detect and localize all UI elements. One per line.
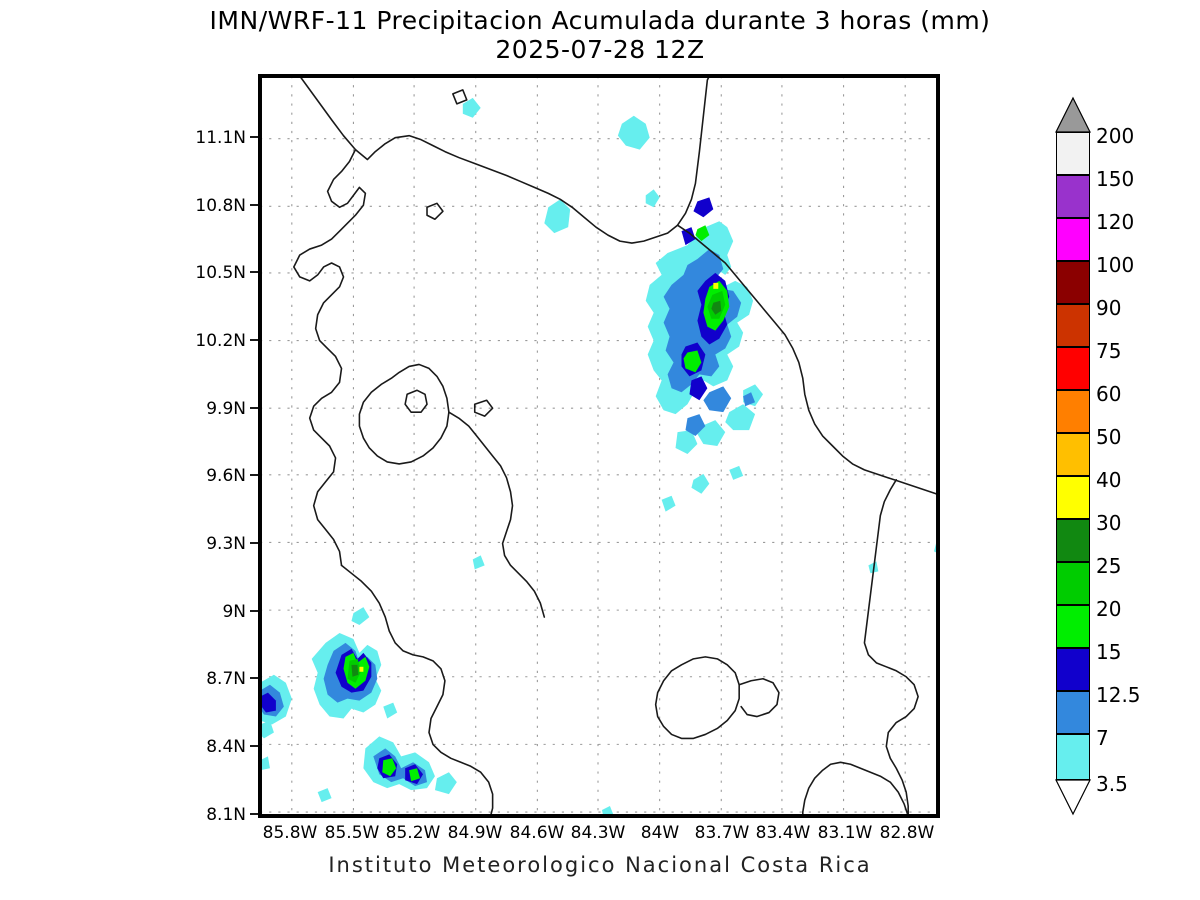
colorbar-tick-label: 15 bbox=[1096, 640, 1122, 664]
y-tick-label: 8.7N bbox=[206, 669, 246, 689]
colorbar-swatch-12.5-7[interactable] bbox=[1056, 691, 1090, 734]
y-tick-label: 10.5N bbox=[195, 263, 246, 283]
colorbar-tick-label: 150 bbox=[1096, 167, 1135, 191]
page-title: IMN/WRF-11 Precipitacion Acumulada duran… bbox=[209, 6, 991, 35]
x-tick-label: 85.8W bbox=[262, 823, 318, 843]
gridlines bbox=[260, 76, 938, 816]
colorbar-tick-label: 50 bbox=[1096, 425, 1122, 449]
colorbar-swatch-100-90[interactable] bbox=[1056, 261, 1090, 304]
colorbar-swatch-60-50[interactable] bbox=[1056, 390, 1090, 433]
y-tick-label: 11.1N bbox=[195, 128, 246, 148]
x-tick-label: 84W bbox=[640, 823, 680, 843]
colorbar-swatch-120-100[interactable] bbox=[1056, 218, 1090, 261]
coastline-borders bbox=[293, 76, 938, 816]
colorbar-swatch-75-60[interactable] bbox=[1056, 347, 1090, 390]
x-tick-label: 83.4W bbox=[755, 823, 811, 843]
colorbar-top-arrow bbox=[1055, 96, 1091, 133]
colorbar-tick-label: 90 bbox=[1096, 296, 1122, 320]
colorbar-swatch-7-3.5[interactable] bbox=[1056, 734, 1090, 780]
colorbar-tick-label: 75 bbox=[1096, 339, 1122, 363]
chart-subtitle: 2025-07-28 12Z bbox=[495, 35, 705, 64]
colorbar-swatch-90-75[interactable] bbox=[1056, 304, 1090, 347]
y-tick-label: 9.6N bbox=[206, 466, 246, 486]
colorbar-tick-label: 20 bbox=[1096, 597, 1122, 621]
colorbar-swatch-200-150[interactable] bbox=[1056, 132, 1090, 175]
y-tick-label: 10.8N bbox=[195, 196, 246, 216]
precip-field-northeast bbox=[462, 97, 764, 512]
footer-credit: Instituto Meteorologico Nacional Costa R… bbox=[328, 853, 872, 877]
colorbar-tick-label: 60 bbox=[1096, 382, 1122, 406]
colorbar-swatch-30-25[interactable] bbox=[1056, 519, 1090, 562]
colorbar-tick-label: 200 bbox=[1096, 124, 1135, 148]
y-tick-label: 10.2N bbox=[195, 331, 246, 351]
colorbar-swatch-20-15[interactable] bbox=[1056, 605, 1090, 648]
chart-title-block: IMN/WRF-11 Precipitacion Acumulada duran… bbox=[0, 6, 1200, 64]
colorbar-tick-label: 7 bbox=[1096, 726, 1109, 750]
colorbar-swatch-50-40[interactable] bbox=[1056, 433, 1090, 476]
colorbar-tick-label: 30 bbox=[1096, 511, 1122, 535]
colorbar-tick-label: 3.5 bbox=[1096, 772, 1128, 796]
y-tick-label: 9.3N bbox=[206, 534, 246, 554]
x-tick-label: 84.6W bbox=[509, 823, 565, 843]
x-tick-label: 83.1W bbox=[817, 823, 873, 843]
x-tick-label: 84.3W bbox=[570, 823, 626, 843]
colorbar-tick-label: 40 bbox=[1096, 468, 1122, 492]
x-tick-label: 84.9W bbox=[447, 823, 503, 843]
precip-field-southwest bbox=[260, 607, 457, 803]
plot-border bbox=[260, 76, 938, 816]
colorbar-tick-label: 25 bbox=[1096, 554, 1122, 578]
map-plot-area[interactable] bbox=[258, 74, 940, 818]
colorbar-swatch-40-30[interactable] bbox=[1056, 476, 1090, 519]
x-tick-label: 85.5W bbox=[324, 823, 380, 843]
colorbar-legend[interactable]: 200 150 120 100 90 75 60 50 40 30 25 20 … bbox=[1052, 96, 1192, 816]
colorbar-bottom-arrow bbox=[1055, 779, 1091, 816]
x-tick-label: 83.7W bbox=[694, 823, 750, 843]
colorbar-tick-label: 12.5 bbox=[1096, 683, 1141, 707]
x-tick-label: 82.8W bbox=[879, 823, 935, 843]
map-svg bbox=[260, 76, 938, 816]
colorbar-tick-label: 120 bbox=[1096, 210, 1135, 234]
colorbar-tick-label: 100 bbox=[1096, 253, 1135, 277]
colorbar-swatch-150-120[interactable] bbox=[1056, 175, 1090, 218]
x-tick-label: 85.2W bbox=[385, 823, 441, 843]
y-tick-label: 9.9N bbox=[206, 399, 246, 419]
y-tick-label: 8.1N bbox=[206, 805, 246, 825]
colorbar-caps bbox=[1055, 96, 1091, 816]
y-tick-label: 8.4N bbox=[206, 737, 246, 757]
colorbar-swatch-25-20[interactable] bbox=[1056, 562, 1090, 605]
colorbar-swatch-15-12.5[interactable] bbox=[1056, 648, 1090, 691]
y-tick-label: 9N bbox=[222, 602, 246, 622]
